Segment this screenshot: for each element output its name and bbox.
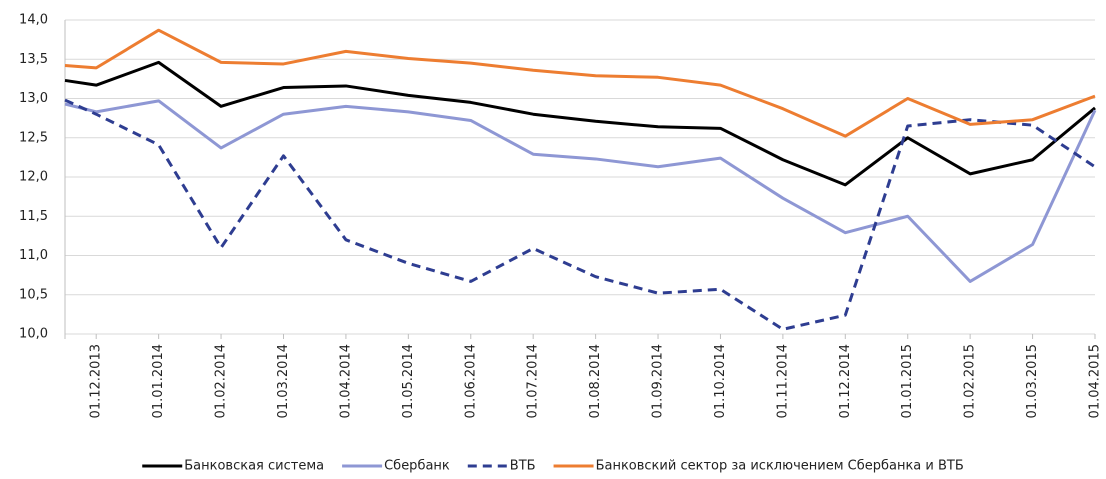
x-tick-label: 01.11.2014 bbox=[775, 344, 790, 418]
legend-label: Сбербанк bbox=[384, 459, 450, 474]
legend: Банковская система Сбербанк ВТБ Банковский … bbox=[142, 459, 964, 474]
x-tick-label: 01.02.2015 bbox=[963, 344, 978, 418]
y-tick-label: 14,0 bbox=[19, 13, 48, 28]
x-tick-label: 01.10.2014 bbox=[713, 344, 728, 418]
y-tick-label: 10,0 bbox=[19, 327, 48, 342]
x-tick-label: 01.05.2014 bbox=[401, 344, 416, 418]
y-tick-label: 11,0 bbox=[19, 248, 48, 263]
legend-label: Банковская система bbox=[184, 459, 324, 474]
x-tick-label: 01.09.2014 bbox=[651, 344, 666, 418]
y-tick-label: 12,5 bbox=[19, 130, 48, 145]
x-tick-label: 01.12.2013 bbox=[89, 344, 104, 418]
x-tick-label: 01.01.2014 bbox=[151, 344, 166, 418]
x-tick-label: 01.03.2014 bbox=[276, 344, 291, 418]
x-tick-label: 01.04.2014 bbox=[338, 344, 353, 418]
y-tick-label: 13,0 bbox=[19, 91, 48, 106]
x-tick-label: 01.03.2015 bbox=[1025, 344, 1040, 418]
x-tick-label: 01.07.2014 bbox=[526, 344, 541, 418]
x-tick-label: 01.01.2015 bbox=[900, 344, 915, 418]
y-tick-label: 11,5 bbox=[19, 209, 48, 224]
y-tick-label: 12,0 bbox=[19, 170, 48, 185]
series-line bbox=[64, 28, 1096, 138]
series-line bbox=[64, 98, 1096, 331]
x-tick-label: 01.02.2014 bbox=[214, 344, 229, 418]
y-tick-label: 13,5 bbox=[19, 52, 48, 67]
legend-label: Банковский сектор за исключением Сбербан… bbox=[596, 459, 964, 474]
series-line bbox=[64, 60, 1096, 187]
y-tick-label: 10,5 bbox=[19, 287, 48, 302]
legend-label: ВТБ bbox=[510, 459, 536, 474]
series-line bbox=[64, 99, 1097, 283]
x-tick-label: 01.06.2014 bbox=[463, 344, 478, 418]
x-tick-label: 01.12.2014 bbox=[838, 344, 853, 418]
x-tick-label: 01.04.2015 bbox=[1088, 344, 1103, 418]
x-tick-label: 01.08.2014 bbox=[588, 344, 603, 418]
